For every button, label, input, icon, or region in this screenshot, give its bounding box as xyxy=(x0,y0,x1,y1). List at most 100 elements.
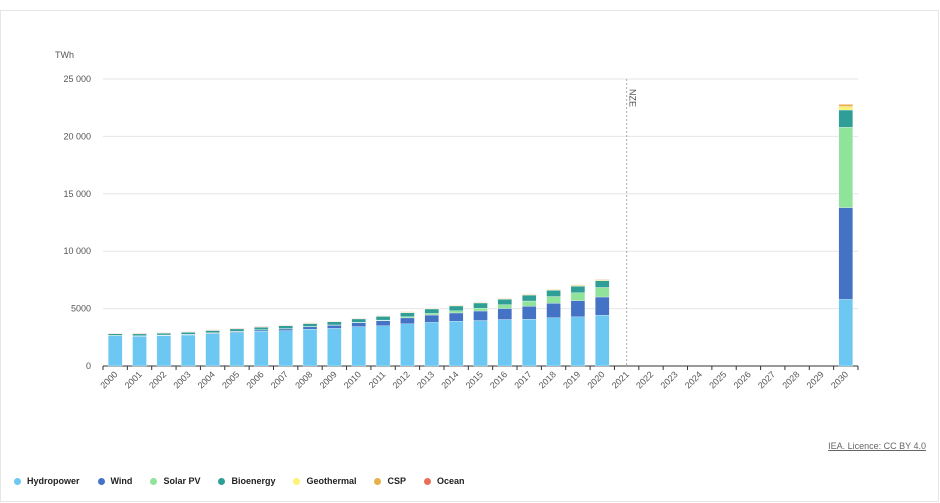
x-tick-label: 2008 xyxy=(293,369,314,390)
bar-segment xyxy=(351,322,366,327)
bar-segment xyxy=(570,300,586,318)
legend-item[interactable]: CSP xyxy=(374,476,406,486)
bar-segment xyxy=(838,127,853,208)
legend-item[interactable]: Hydropower xyxy=(14,476,80,486)
bar-segment xyxy=(838,106,853,111)
legend-swatch xyxy=(150,477,158,485)
bar-segment xyxy=(570,285,586,293)
x-tick-label: 2010 xyxy=(342,369,363,390)
x-tick-label: 2017 xyxy=(512,369,533,390)
bar-segment xyxy=(351,318,366,323)
bar-segment xyxy=(278,325,293,329)
x-tick-label: 2004 xyxy=(196,369,217,390)
bar-segment xyxy=(400,312,415,317)
bar-segment xyxy=(351,326,366,367)
y-axis-label: TWh xyxy=(55,50,74,60)
bar-segment xyxy=(595,287,610,298)
bar-segment xyxy=(546,296,561,304)
bar-segment xyxy=(838,299,853,367)
legend-label: Wind xyxy=(110,476,133,486)
bar-segment xyxy=(570,316,586,367)
bar-segment xyxy=(595,296,610,316)
bar-segment xyxy=(375,325,391,367)
bar-segment xyxy=(156,335,172,367)
bar-segment xyxy=(838,109,853,128)
x-tick-label: 2019 xyxy=(561,369,582,390)
x-tick-label: 2007 xyxy=(269,369,290,390)
bar-segment xyxy=(473,307,488,312)
bar-segment xyxy=(838,207,853,300)
x-tick-label: 2021 xyxy=(610,369,631,390)
legend-item[interactable]: Solar PV xyxy=(150,476,200,486)
bar-segment xyxy=(254,331,269,367)
bar-segment xyxy=(595,315,610,367)
x-tick-label: 2009 xyxy=(318,369,339,390)
bar-segment xyxy=(400,316,415,319)
x-tick-label: 2006 xyxy=(244,369,265,390)
x-tick-label: 2018 xyxy=(537,369,558,390)
y-tick-label: 15 000 xyxy=(63,189,91,199)
x-tick-label: 2005 xyxy=(220,369,241,390)
bar-segment xyxy=(497,319,513,367)
bar-segment xyxy=(522,319,537,367)
legend-item[interactable]: Wind xyxy=(97,476,133,486)
legend-swatch xyxy=(14,477,21,485)
bar-segment xyxy=(546,290,561,297)
annotation-label: NZE xyxy=(628,89,638,107)
x-tick-label: 2030 xyxy=(829,369,850,390)
bar-segment xyxy=(181,334,196,367)
legend-label: Ocean xyxy=(437,476,465,486)
legend-swatch xyxy=(424,477,431,485)
bar-segment xyxy=(424,313,439,316)
x-tick-label: 2016 xyxy=(488,369,509,390)
x-tick-label: 2011 xyxy=(367,369,388,390)
x-tick-label: 2026 xyxy=(732,369,753,390)
y-tick-label: 5000 xyxy=(71,304,91,314)
bar-segment xyxy=(546,303,561,318)
x-tick-label: 2024 xyxy=(683,369,704,390)
legend-item[interactable]: Geothermal xyxy=(293,476,356,486)
bar-segment xyxy=(327,325,342,329)
bar-segment xyxy=(375,320,391,326)
bar-segment xyxy=(424,322,439,367)
legend-label: Geothermal xyxy=(306,476,357,486)
bar-segment xyxy=(132,333,147,336)
y-tick-label: 0 xyxy=(86,361,91,371)
y-tick-label: 10 000 xyxy=(63,246,91,256)
bar-segment xyxy=(522,294,537,302)
legend-swatch xyxy=(218,477,226,485)
x-tick-label: 2013 xyxy=(415,369,436,390)
bar-segment xyxy=(254,326,269,330)
bar-segment xyxy=(473,302,488,309)
legend: Hydropower Wind Solar PV Bioenergy Geotherma… xyxy=(14,476,465,486)
bar-segment xyxy=(278,330,293,367)
legend-item[interactable]: Ocean xyxy=(424,476,465,486)
bar-segment xyxy=(327,328,342,367)
bar-segment xyxy=(522,300,537,307)
bar-segment xyxy=(181,332,196,335)
legend-label: CSP xyxy=(387,476,406,486)
bar-segment xyxy=(570,292,586,301)
x-tick-label: 2020 xyxy=(585,369,606,390)
bar-segment xyxy=(424,308,439,314)
legend-label: Hydropower xyxy=(27,476,80,486)
bar-segment xyxy=(497,299,513,305)
bar-segment xyxy=(400,323,415,367)
bar-segment xyxy=(448,305,464,311)
bar-segment xyxy=(108,335,123,367)
bar-segment xyxy=(205,330,220,333)
legend-item[interactable]: Bioenergy xyxy=(218,476,275,486)
bar-segment xyxy=(302,323,318,327)
x-tick-label: 2028 xyxy=(780,369,801,390)
licence-link[interactable]: IEA. Licence: CC BY 4.0 xyxy=(828,441,926,451)
bar-segment xyxy=(400,317,415,325)
bar-segment xyxy=(327,321,342,326)
y-tick-label: 25 000 xyxy=(63,74,91,84)
bar-segment xyxy=(229,328,245,332)
bar-segment xyxy=(156,332,172,336)
legend-swatch xyxy=(374,477,382,485)
bar-segment xyxy=(448,310,464,314)
bar-segment xyxy=(205,333,220,367)
x-tick-label: 2022 xyxy=(634,369,655,390)
x-tick-label: 2014 xyxy=(439,369,460,390)
